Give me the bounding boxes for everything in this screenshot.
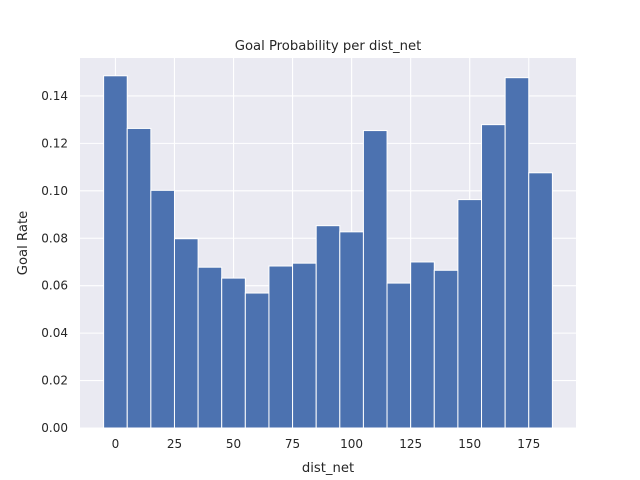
y-tick-label: 0.14 bbox=[41, 89, 68, 103]
bar bbox=[268, 265, 294, 429]
x-tick-label: 0 bbox=[112, 437, 120, 451]
bars bbox=[103, 75, 553, 429]
y-tick-label: 0.08 bbox=[41, 231, 68, 245]
bar bbox=[457, 199, 483, 429]
y-tick-label: 0.12 bbox=[41, 136, 68, 150]
bar bbox=[244, 292, 270, 429]
bar bbox=[221, 277, 246, 429]
x-axis-label: dist_net bbox=[302, 461, 354, 476]
bar bbox=[433, 269, 459, 429]
x-tick-label: 175 bbox=[517, 437, 540, 451]
bar bbox=[528, 172, 553, 429]
bar bbox=[103, 75, 128, 429]
y-tick-labels: 0.00 0.02 0.04 0.06 0.08 0.10 0.12 0.14 bbox=[41, 89, 68, 435]
y-tick-label: 0.10 bbox=[41, 184, 68, 198]
bar bbox=[504, 77, 530, 429]
bar bbox=[126, 127, 152, 429]
y-axis-label: Goal Rate bbox=[16, 211, 31, 275]
bar bbox=[173, 238, 199, 429]
y-tick-label: 0.06 bbox=[41, 279, 68, 293]
bar bbox=[362, 130, 388, 429]
chart-title: Goal Probability per dist_net bbox=[235, 39, 422, 54]
bar bbox=[315, 225, 341, 429]
bar bbox=[197, 266, 223, 429]
x-tick-label: 125 bbox=[399, 437, 422, 451]
x-tick-label: 75 bbox=[285, 437, 300, 451]
bar bbox=[386, 282, 412, 429]
bar bbox=[150, 189, 175, 429]
bar bbox=[339, 231, 364, 429]
y-tick-label: 0.04 bbox=[41, 326, 68, 340]
y-tick-label: 0.00 bbox=[41, 421, 68, 435]
bar bbox=[292, 262, 317, 429]
x-tick-label: 100 bbox=[340, 437, 363, 451]
bar bbox=[481, 124, 506, 429]
x-tick-label: 150 bbox=[458, 437, 481, 451]
x-tick-label: 50 bbox=[226, 437, 241, 451]
bar bbox=[410, 261, 435, 429]
x-tick-labels: 0 25 50 75 100 125 150 175 bbox=[112, 437, 541, 451]
y-tick-label: 0.02 bbox=[41, 374, 68, 388]
x-tick-label: 25 bbox=[167, 437, 182, 451]
